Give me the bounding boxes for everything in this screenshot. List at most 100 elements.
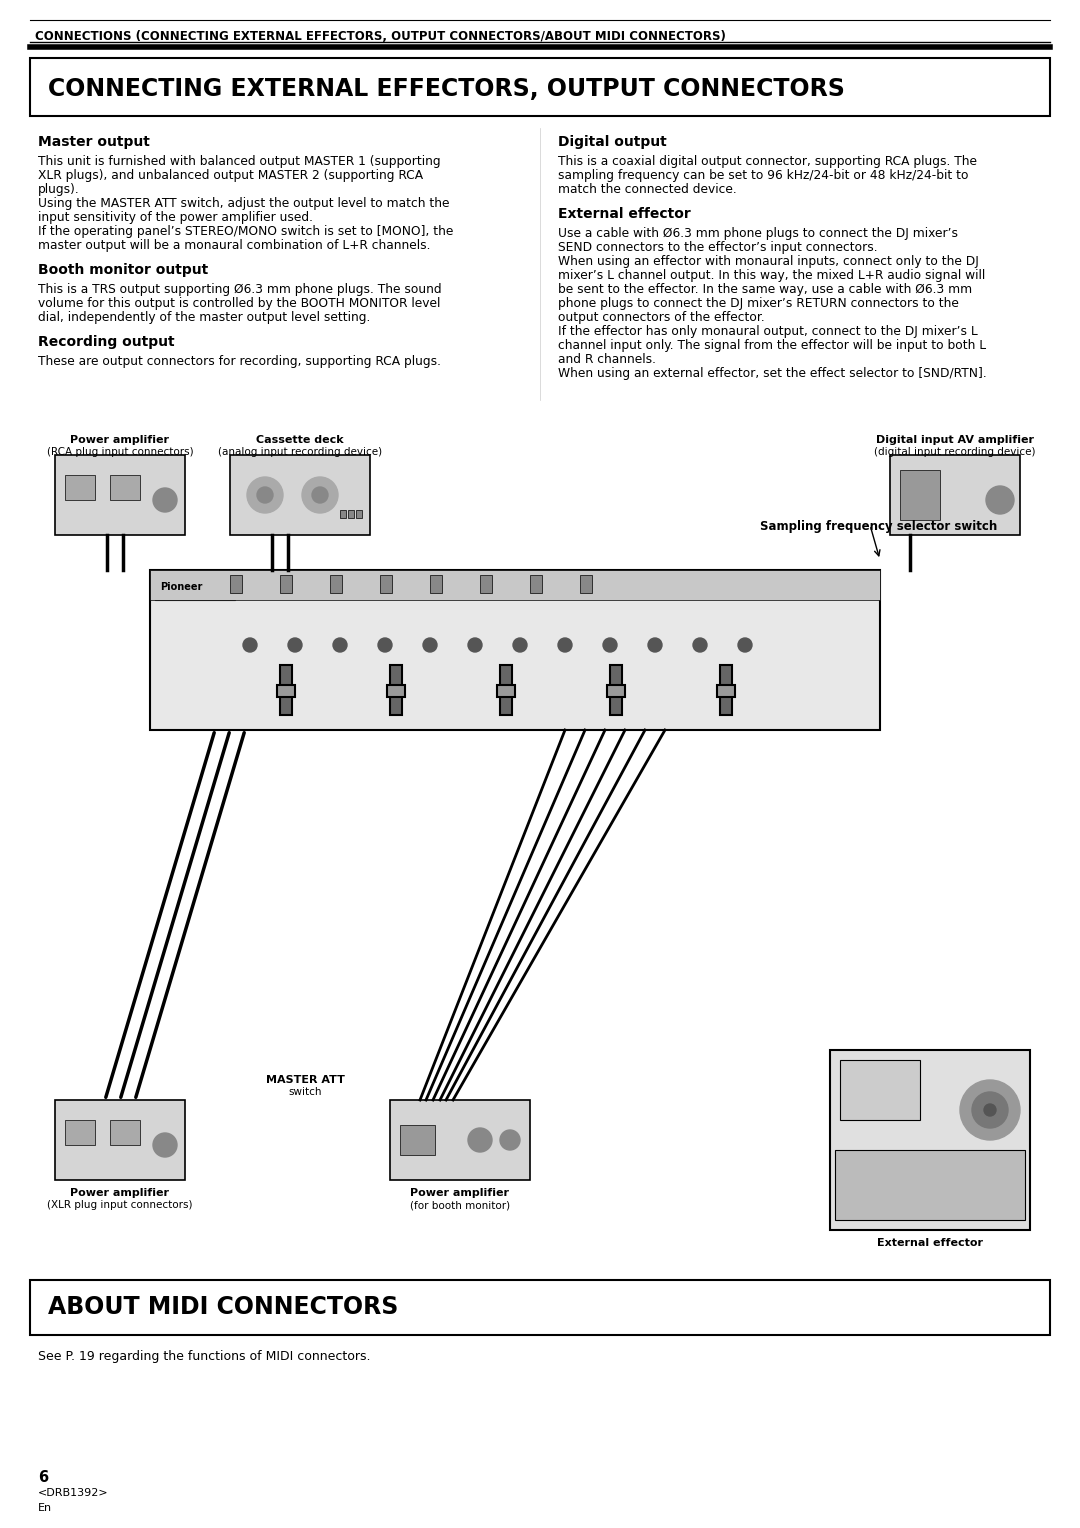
Bar <box>110 475 140 500</box>
Text: Recording output: Recording output <box>38 335 175 348</box>
Bar <box>387 685 405 697</box>
Circle shape <box>648 639 662 652</box>
Circle shape <box>960 1080 1020 1140</box>
Circle shape <box>986 486 1014 513</box>
Text: Digital output: Digital output <box>558 134 666 150</box>
Text: Booth monitor output: Booth monitor output <box>38 263 208 277</box>
Text: Master output: Master output <box>38 134 150 150</box>
Text: (XLR plug input connectors): (XLR plug input connectors) <box>48 1199 192 1210</box>
Text: dial, independently of the master output level setting.: dial, independently of the master output… <box>38 312 370 324</box>
Circle shape <box>972 1093 1008 1128</box>
Circle shape <box>693 639 707 652</box>
Text: mixer’s L channel output. In this way, the mixed L+R audio signal will: mixer’s L channel output. In this way, t… <box>558 269 985 283</box>
Text: match the connected device.: match the connected device. <box>558 183 737 196</box>
Text: input sensitivity of the power amplifier used.: input sensitivity of the power amplifier… <box>38 211 313 225</box>
Bar <box>230 575 242 593</box>
Text: ABOUT MIDI CONNECTORS: ABOUT MIDI CONNECTORS <box>48 1296 399 1319</box>
Text: master output will be a monaural combination of L+R channels.: master output will be a monaural combina… <box>38 238 431 252</box>
Text: plugs).: plugs). <box>38 183 80 196</box>
Text: This is a coaxial digital output connector, supporting RCA plugs. The: This is a coaxial digital output connect… <box>558 154 977 168</box>
Bar <box>65 1120 95 1144</box>
Circle shape <box>378 639 392 652</box>
Bar <box>150 570 880 730</box>
Bar <box>280 665 292 715</box>
Text: Cassette deck: Cassette deck <box>256 435 343 445</box>
Text: This unit is furnished with balanced output MASTER 1 (supporting: This unit is furnished with balanced out… <box>38 154 441 168</box>
Bar <box>607 685 625 697</box>
Bar <box>150 570 880 601</box>
Bar <box>280 575 292 593</box>
Circle shape <box>312 487 328 503</box>
Text: Using the MASTER ATT switch, adjust the output level to match the: Using the MASTER ATT switch, adjust the … <box>38 197 449 209</box>
Text: be sent to the effector. In the same way, use a cable with Ø6.3 mm: be sent to the effector. In the same way… <box>558 283 972 296</box>
Circle shape <box>333 639 347 652</box>
Bar <box>580 575 592 593</box>
Text: Pioneer: Pioneer <box>160 582 202 591</box>
Text: MASTER ATT: MASTER ATT <box>266 1076 345 1085</box>
Text: (digital input recording device): (digital input recording device) <box>874 448 1036 457</box>
Text: CONNECTING EXTERNAL EFFECTORS, OUTPUT CONNECTORS: CONNECTING EXTERNAL EFFECTORS, OUTPUT CO… <box>48 76 845 101</box>
Text: volume for this output is controlled by the BOOTH MONITOR level: volume for this output is controlled by … <box>38 296 441 310</box>
Text: 6: 6 <box>38 1470 49 1485</box>
Text: (analog input recording device): (analog input recording device) <box>218 448 382 457</box>
Text: Use a cable with Ø6.3 mm phone plugs to connect the DJ mixer’s: Use a cable with Ø6.3 mm phone plugs to … <box>558 228 958 240</box>
Bar <box>230 455 370 535</box>
Bar <box>610 665 622 715</box>
Circle shape <box>243 639 257 652</box>
Circle shape <box>738 639 752 652</box>
Bar <box>340 510 346 518</box>
Bar <box>380 575 392 593</box>
Bar <box>497 685 515 697</box>
Text: See P. 19 regarding the functions of MIDI connectors.: See P. 19 regarding the functions of MID… <box>38 1351 370 1363</box>
Bar <box>156 575 235 601</box>
Bar <box>330 575 342 593</box>
Circle shape <box>288 639 302 652</box>
Circle shape <box>302 477 338 513</box>
Text: En: En <box>38 1504 52 1513</box>
Bar <box>356 510 362 518</box>
Text: output connectors of the effector.: output connectors of the effector. <box>558 312 765 324</box>
Text: When using an effector with monaural inputs, connect only to the DJ: When using an effector with monaural inp… <box>558 255 978 267</box>
Bar <box>276 685 295 697</box>
Bar <box>500 665 512 715</box>
Bar <box>530 575 542 593</box>
Bar <box>840 1060 920 1120</box>
Text: This is a TRS output supporting Ø6.3 mm phone plugs. The sound: This is a TRS output supporting Ø6.3 mm … <box>38 283 442 296</box>
Bar <box>720 665 732 715</box>
Text: Power amplifier: Power amplifier <box>410 1187 510 1198</box>
Circle shape <box>468 639 482 652</box>
Bar <box>400 1125 435 1155</box>
Circle shape <box>603 639 617 652</box>
Circle shape <box>247 477 283 513</box>
Circle shape <box>153 1132 177 1157</box>
Text: External effector: External effector <box>558 206 691 222</box>
Bar <box>890 455 1020 535</box>
Text: phone plugs to connect the DJ mixer’s RETURN connectors to the: phone plugs to connect the DJ mixer’s RE… <box>558 296 959 310</box>
Bar <box>55 1100 185 1180</box>
Text: <DRB1392>: <DRB1392> <box>38 1488 109 1497</box>
Text: sampling frequency can be set to 96 kHz/24-bit or 48 kHz/24-bit to: sampling frequency can be set to 96 kHz/… <box>558 170 969 182</box>
Circle shape <box>984 1105 996 1115</box>
Text: If the effector has only monaural output, connect to the DJ mixer’s L: If the effector has only monaural output… <box>558 325 977 338</box>
Bar <box>390 665 402 715</box>
Text: When using an external effector, set the effect selector to [SND/RTN].: When using an external effector, set the… <box>558 367 987 380</box>
Text: Digital input AV amplifier: Digital input AV amplifier <box>876 435 1034 445</box>
Text: Power amplifier: Power amplifier <box>70 435 170 445</box>
Text: If the operating panel’s STEREO/MONO switch is set to [MONO], the: If the operating panel’s STEREO/MONO swi… <box>38 225 454 238</box>
Bar <box>390 1100 530 1180</box>
Text: CONNECTIONS (CONNECTING EXTERNAL EFFECTORS, OUTPUT CONNECTORS/ABOUT MIDI CONNECT: CONNECTIONS (CONNECTING EXTERNAL EFFECTO… <box>35 31 726 43</box>
Bar <box>430 575 442 593</box>
Bar <box>348 510 354 518</box>
Text: SEND connectors to the effector’s input connectors.: SEND connectors to the effector’s input … <box>558 241 878 254</box>
Bar <box>831 1050 1030 1230</box>
Bar <box>30 1280 1050 1335</box>
Bar <box>65 475 95 500</box>
Bar <box>30 58 1050 116</box>
Text: (for booth monitor): (for booth monitor) <box>410 1199 510 1210</box>
Bar <box>717 685 735 697</box>
Bar <box>835 1151 1025 1219</box>
Bar <box>480 575 492 593</box>
Text: switch: switch <box>288 1086 322 1097</box>
Circle shape <box>257 487 273 503</box>
Circle shape <box>513 639 527 652</box>
